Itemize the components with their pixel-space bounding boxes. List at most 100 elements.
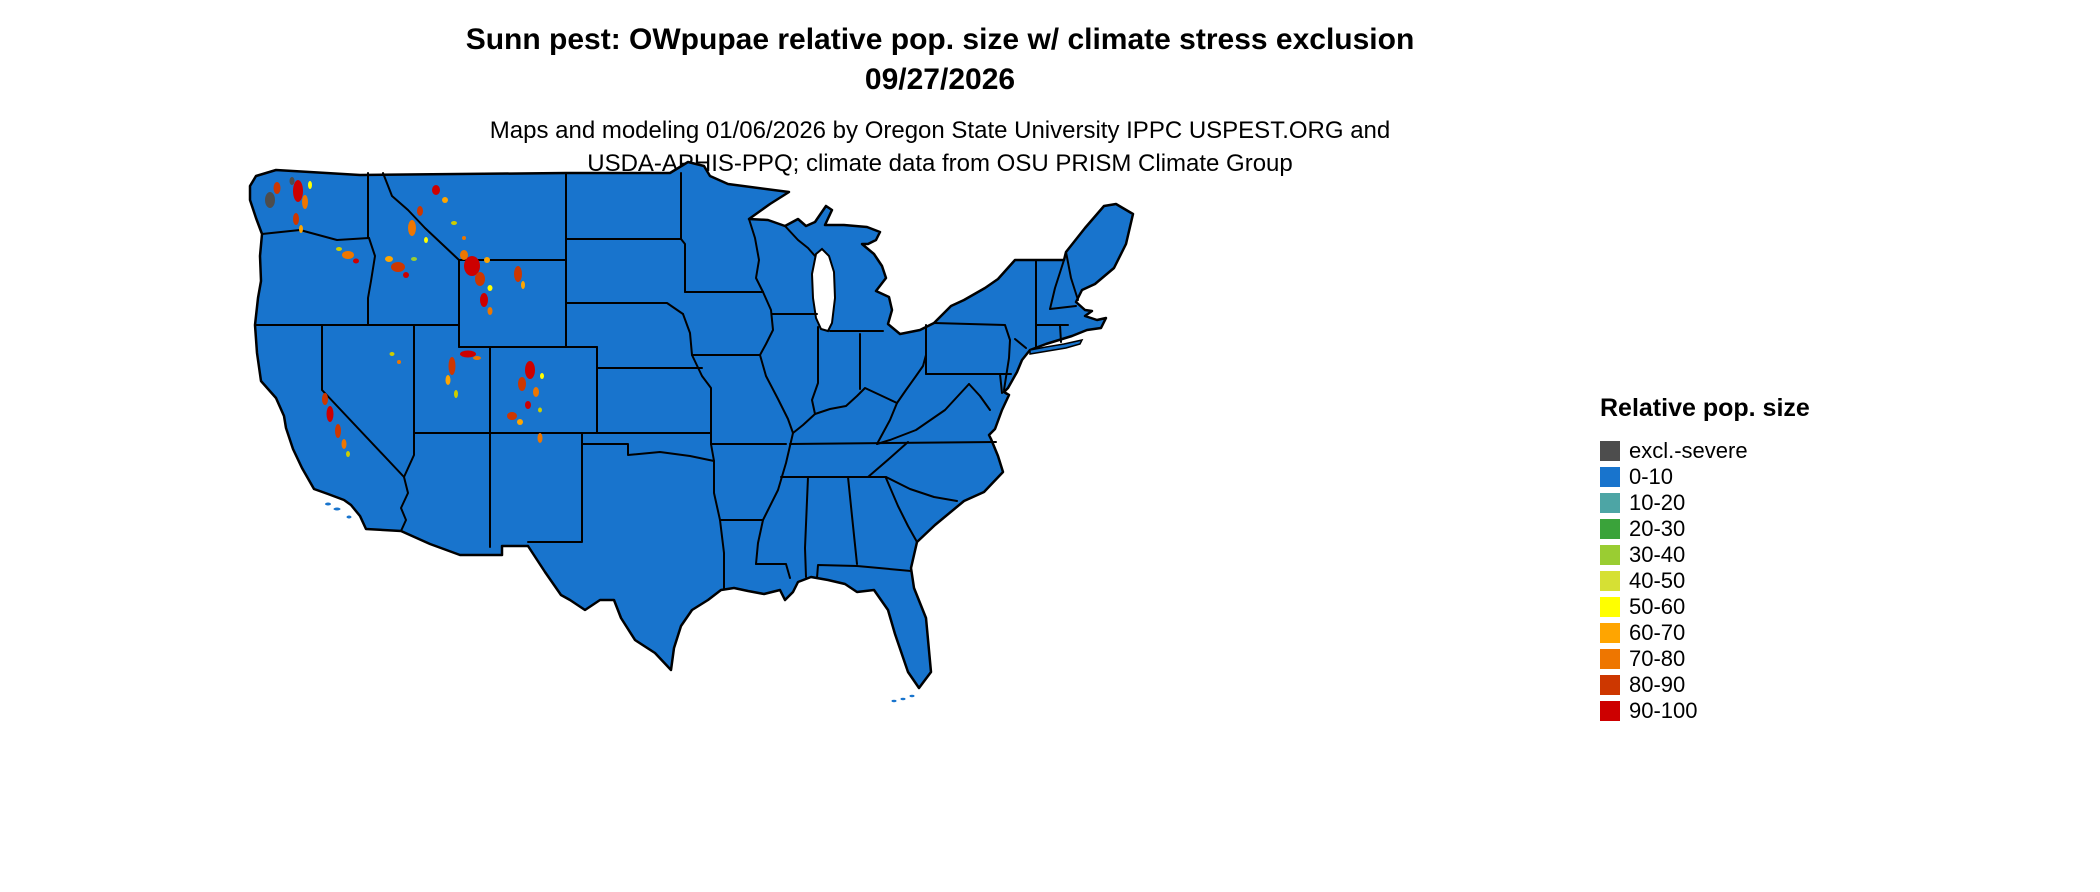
hotspot: [346, 451, 350, 457]
hotspot: [308, 181, 312, 189]
florida-key: [900, 697, 906, 701]
map-subtitle-line1: Maps and modeling 01/06/2026 by Oregon S…: [489, 117, 1391, 144]
legend-swatch: [1600, 467, 1620, 487]
hotspot: [385, 256, 393, 262]
hotspot: [397, 360, 401, 364]
hotspot: [273, 182, 281, 194]
hotspot: [460, 350, 476, 358]
hotspot: [289, 177, 295, 185]
hotspot: [391, 262, 405, 272]
hotspot: [445, 375, 451, 385]
hotspot-layer: [265, 177, 544, 457]
legend-item: 60-70: [1600, 620, 1810, 646]
hotspot: [451, 221, 457, 225]
hotspot: [538, 407, 542, 413]
hotspot: [462, 236, 466, 240]
legend-item-label: 40-50: [1629, 568, 1686, 593]
legend-items: excl.-severe 0-10 10-20 20-30 30-40 40-50 50-6…: [1600, 438, 1810, 724]
hotspot: [484, 257, 490, 263]
hotspot: [302, 195, 308, 209]
hotspot: [540, 373, 544, 379]
hotspot: [507, 412, 517, 420]
legend-swatch: [1600, 519, 1620, 539]
hotspot: [521, 281, 525, 289]
channel-island: [333, 507, 341, 511]
hotspot: [454, 390, 458, 398]
legend-item: 70-80: [1600, 646, 1810, 672]
hotspot: [408, 220, 416, 236]
hotspot: [403, 272, 409, 278]
hotspot: [342, 251, 354, 259]
hotspot: [487, 285, 493, 291]
legend-item-label: 80-90: [1629, 672, 1686, 697]
hotspot: [442, 197, 448, 203]
legend-swatch: [1600, 623, 1620, 643]
legend-item: 20-30: [1600, 516, 1810, 542]
hotspot: [487, 307, 493, 315]
florida-key: [909, 694, 915, 698]
legend-item-label: 10-20: [1629, 490, 1686, 515]
hotspot: [293, 180, 303, 202]
state-borders: [254, 172, 1079, 589]
hotspot: [417, 206, 423, 216]
hotspot: [341, 439, 347, 449]
map-title-date: 09/27/2026: [864, 63, 1016, 96]
hotspot: [411, 257, 417, 261]
legend-item: 0-10: [1600, 464, 1810, 490]
legend-item: excl.-severe: [1600, 438, 1810, 464]
legend-swatch: [1600, 493, 1620, 513]
legend: Relative pop. size excl.-severe 0-10 10-20…: [1600, 394, 1810, 724]
legend-swatch: [1600, 571, 1620, 591]
legend-swatch: [1600, 649, 1620, 669]
hotspot: [353, 258, 359, 264]
hotspot: [517, 419, 523, 425]
legend-item: 90-100: [1600, 698, 1810, 724]
legend-item-label: excl.-severe: [1629, 438, 1748, 463]
legend-title: Relative pop. size: [1600, 394, 1810, 422]
hotspot: [525, 401, 531, 409]
lake-michigan: [810, 247, 837, 333]
hotspot: [473, 356, 481, 360]
legend-swatch: [1600, 597, 1620, 617]
hotspot: [518, 377, 526, 391]
hotspot: [464, 256, 480, 276]
hotspot: [293, 213, 299, 225]
legend-item: 80-90: [1600, 672, 1810, 698]
hotspot: [480, 293, 488, 307]
map-title-line1: Sunn pest: OWpupae relative pop. size w/…: [465, 23, 1415, 56]
florida-key: [891, 699, 897, 703]
legend-swatch: [1600, 441, 1620, 461]
hotspot: [460, 250, 468, 260]
channel-island: [325, 502, 331, 506]
legend-item-label: 50-60: [1629, 594, 1686, 619]
us-outline: [248, 160, 1135, 690]
legend-item-label: 30-40: [1629, 542, 1686, 567]
legend-item-label: 60-70: [1629, 620, 1686, 645]
legend-item: 30-40: [1600, 542, 1810, 568]
us-map: [248, 160, 1135, 703]
hotspot: [335, 424, 341, 438]
legend-item-label: 90-100: [1629, 698, 1698, 723]
legend-swatch: [1600, 701, 1620, 721]
hotspot: [432, 185, 440, 195]
hotspot: [389, 352, 395, 356]
islands: [325, 338, 1084, 703]
hotspot: [533, 387, 539, 397]
hotspot: [514, 266, 522, 282]
hotspot: [537, 433, 543, 443]
legend-item: 40-50: [1600, 568, 1810, 594]
hotspot: [322, 393, 328, 405]
legend-item: 50-60: [1600, 594, 1810, 620]
hotspot: [475, 272, 485, 286]
hotspot: [299, 225, 303, 233]
hotspot: [336, 247, 342, 251]
hotspot: [265, 192, 275, 208]
legend-item: 10-20: [1600, 490, 1810, 516]
legend-item-label: 20-30: [1629, 516, 1686, 541]
legend-swatch: [1600, 675, 1620, 695]
hotspot: [424, 237, 428, 243]
hotspot: [326, 406, 334, 422]
legend-item-label: 0-10: [1629, 464, 1674, 489]
hotspot: [525, 361, 535, 379]
